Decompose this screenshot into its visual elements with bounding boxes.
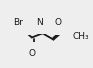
Text: Br: Br (13, 18, 23, 27)
Text: CH₃: CH₃ (73, 32, 90, 41)
Text: O: O (54, 18, 61, 27)
Text: O: O (28, 49, 35, 58)
Text: N: N (36, 18, 42, 27)
